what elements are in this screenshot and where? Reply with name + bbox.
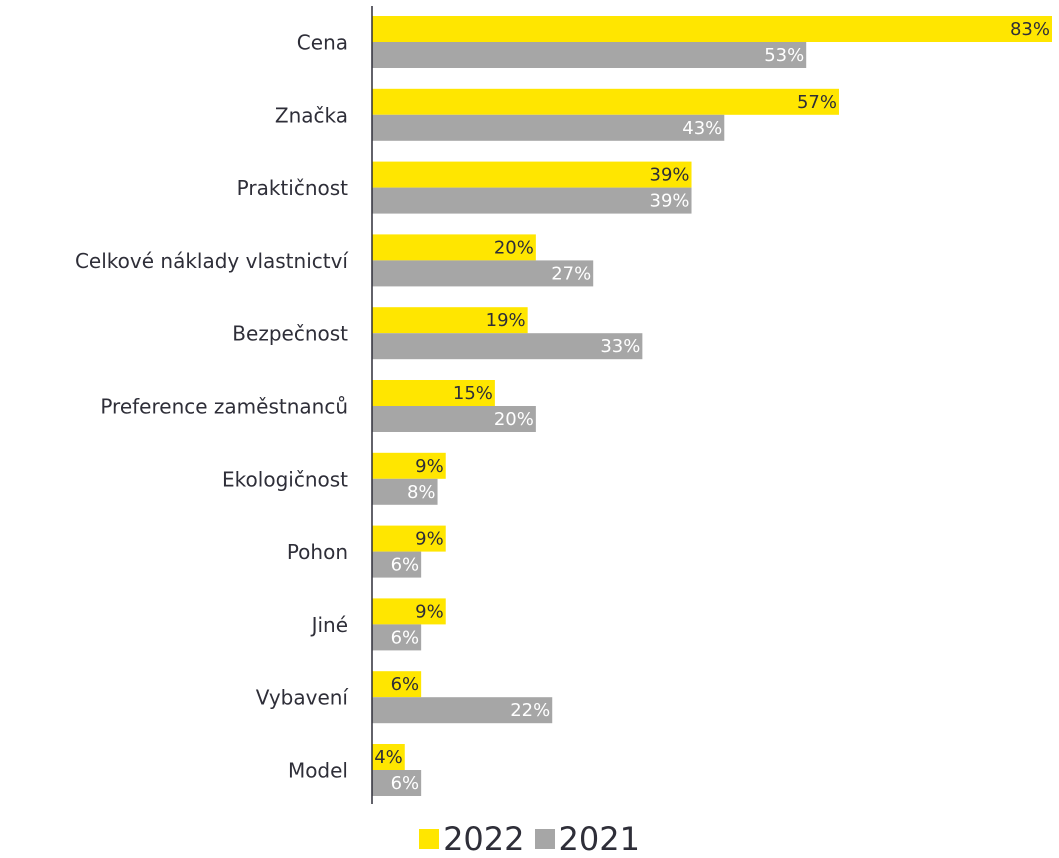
bar-2021 [372, 333, 643, 360]
value-label-2021: 39% [650, 191, 690, 212]
value-label-2021: 6% [391, 555, 420, 576]
value-label-2021: 22% [510, 700, 550, 721]
legend-swatch-2022 [419, 829, 440, 849]
legend-item-2021: 2021 [534, 820, 640, 858]
category-label: Značka [275, 103, 348, 127]
value-label-2021: 8% [407, 482, 436, 503]
bar-chart: Cena 83% 53% Značka 57% 43% Praktičnost 39% 39% C… [75, 6, 1052, 804]
bar-2022 [372, 307, 528, 334]
bar-2021 [372, 624, 422, 651]
value-label-2021: 53% [764, 45, 804, 66]
category-label: Vybavení [256, 686, 350, 710]
bar-2021 [372, 551, 422, 578]
bar-2022 [372, 88, 839, 115]
bar-2021 [372, 260, 594, 287]
bar-2022 [372, 744, 405, 770]
value-label-2021: 43% [682, 118, 722, 139]
category-label: Model [288, 759, 348, 783]
bar-2022 [372, 380, 495, 406]
bar-2021 [372, 187, 692, 214]
bar-2022 [372, 525, 446, 552]
legend-label-2021: 2021 [558, 820, 640, 858]
value-label-2021: 27% [551, 263, 591, 284]
bar-2021 [372, 406, 536, 432]
legend-item-2022: 2022 [419, 820, 525, 858]
bar-2022 [372, 234, 536, 261]
bar-2022 [372, 598, 446, 625]
bar-2021 [372, 770, 422, 796]
legend-swatch-2021 [534, 829, 555, 849]
category-label: Bezpečnost [232, 322, 348, 346]
category-label: Praktičnost [237, 176, 348, 200]
category-label: Cena [297, 31, 348, 55]
value-label-2022: 83% [1010, 19, 1050, 40]
value-label-2022: 9% [415, 601, 444, 622]
bar-2022 [372, 452, 446, 479]
value-label-2022: 20% [494, 237, 534, 258]
bar-2021 [372, 478, 438, 505]
value-label-2022: 57% [797, 92, 837, 113]
value-label-2022: 39% [650, 165, 690, 186]
bar-2022 [372, 16, 1052, 42]
category-label: Pohon [287, 540, 348, 564]
legend-label-2022: 2022 [443, 820, 525, 858]
value-label-2022: 9% [415, 529, 444, 550]
bar-2021 [372, 114, 725, 141]
value-label-2021: 33% [600, 336, 640, 357]
bar-2021 [372, 697, 553, 724]
value-label-2021: 6% [391, 627, 420, 648]
category-label: Ekologičnost [222, 467, 348, 491]
bar-2022 [372, 161, 692, 188]
value-label-2021: 6% [391, 773, 420, 794]
category-label: Preference zaměstnanců [100, 395, 348, 419]
value-label-2022: 4% [374, 747, 403, 768]
value-label-2021: 20% [494, 409, 534, 430]
category-label: Jiné [310, 613, 348, 637]
value-label-2022: 9% [415, 456, 444, 477]
category-label: Celkové náklady vlastnictví [75, 249, 349, 273]
value-label-2022: 15% [453, 383, 493, 404]
value-label-2022: 6% [391, 674, 420, 695]
chart-legend: 2022 2021 [0, 820, 1059, 858]
bar-2021 [372, 42, 807, 68]
bar-2022 [372, 671, 422, 698]
value-label-2022: 19% [486, 310, 526, 331]
